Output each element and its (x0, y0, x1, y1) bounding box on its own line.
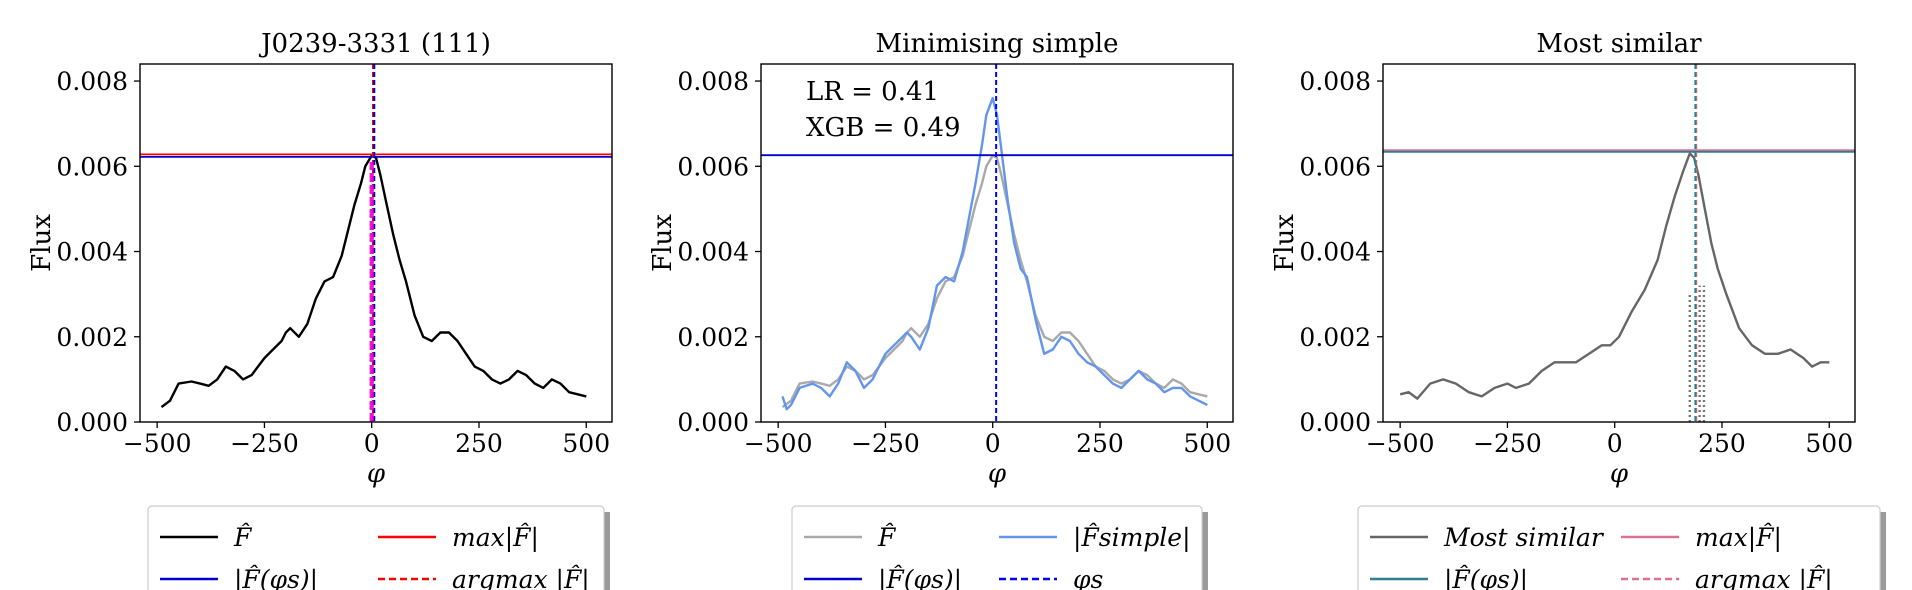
y-tick-label: 0.000 (56, 408, 128, 437)
x-tick-label: 500 (562, 429, 610, 458)
x-tick-label: 0 (985, 429, 1001, 458)
x-tick-label: −250 (230, 429, 299, 458)
x-tick-label: −500 (744, 429, 813, 458)
legend-label: max|F̂| (1695, 523, 1782, 553)
y-tick-label: 0.004 (677, 238, 749, 267)
x-tick-label: −500 (1366, 429, 1435, 458)
annotation-text: XGB = 0.49 (806, 113, 961, 143)
chart-title: Most similar (1536, 29, 1702, 59)
series-1-line (781, 154, 1208, 409)
plot-area (140, 64, 612, 422)
y-tick-label: 0.008 (1299, 67, 1371, 96)
axes-frame (1382, 63, 1856, 423)
legend-label: F̂ (233, 523, 253, 552)
y-tick-label: 0.004 (56, 238, 128, 267)
y-tick-label: 0.006 (677, 152, 749, 181)
legend-box (1357, 505, 1881, 590)
y-tick-label: 0.006 (56, 152, 128, 181)
y-tick-label: 0.000 (677, 408, 749, 437)
legend: F̂ |F̂simple| |F̂(φs)| φs (791, 505, 1208, 590)
legend: F̂ max|F̂| |F̂(φs)| argmax |F̂| (147, 505, 610, 590)
x-tick-label: 500 (1183, 429, 1231, 458)
legend-label: max|F̂| (452, 523, 539, 553)
plot-area (761, 64, 1233, 422)
y-tick-label: 0.004 (1299, 238, 1371, 267)
legend-label: Most similar (1443, 523, 1605, 552)
x-tick-label: −250 (851, 429, 920, 458)
x-tick-label: 0 (1607, 429, 1623, 458)
legend-label: argmax |F̂| (452, 565, 590, 590)
legend-label: |F̂(φs)| (878, 565, 962, 590)
x-tick-label: 250 (1698, 429, 1746, 458)
legend-label: argmax |F̂| (1695, 565, 1833, 590)
x-axis-label: φ (1610, 459, 1629, 489)
legend-label: |F̂simple| (1073, 523, 1191, 553)
legend-box (791, 505, 1203, 590)
legend-label: F̂ (877, 523, 897, 552)
y-tick-label: 0.002 (1299, 323, 1371, 352)
legend-label: φs (1073, 565, 1103, 590)
legend-label: |F̂(φs)| (1444, 565, 1528, 590)
chart-title: J0239-3331 (111) (258, 29, 491, 59)
x-tick-label: 500 (1805, 429, 1853, 458)
y-tick-label: 0.002 (56, 323, 128, 352)
annotation-text: LR = 0.41 (806, 77, 939, 107)
y-tick-label: 0.008 (677, 67, 749, 96)
x-tick-label: 250 (455, 429, 503, 458)
chart-title: Minimising simple (876, 29, 1119, 59)
y-tick-label: 0.008 (56, 67, 128, 96)
series-2-line (781, 96, 1208, 411)
legend: Most similar max|F̂| |F̂(φs)| argmax |F̂| (1357, 505, 1886, 590)
chart-panel-1: −500 −250 0 250 500 0.000 0.002 0.004 0.006 0.008… (27, 29, 613, 590)
y-tick-label: 0.002 (677, 323, 749, 352)
y-tick-label: 0.006 (1299, 152, 1371, 181)
series-1-line (1399, 152, 1830, 400)
y-tick-label: 0.000 (1299, 408, 1371, 437)
y-axis-label: Flux (648, 214, 678, 272)
y-axis-label: Flux (1270, 214, 1300, 272)
plot-area (1383, 64, 1855, 422)
chart-panel-2: −500 −250 0 250 500 0.000 0.002 0.004 0.006 0.008… (648, 29, 1234, 590)
y-axis-label: Flux (27, 214, 57, 272)
x-tick-label: −250 (1473, 429, 1542, 458)
axes-frame (760, 63, 1234, 423)
axes-frame (139, 63, 613, 423)
legend-label: |F̂(φs)| (234, 565, 318, 590)
x-tick-label: 0 (364, 429, 380, 458)
chart-panel-3: −500 −250 0 250 500 0.000 0.002 0.004 0.006 0.008… (1270, 29, 1886, 590)
legend-box (147, 505, 605, 590)
x-tick-label: 250 (1076, 429, 1124, 458)
x-axis-label: φ (367, 459, 386, 489)
x-tick-label: −500 (123, 429, 192, 458)
x-axis-label: φ (988, 459, 1007, 489)
